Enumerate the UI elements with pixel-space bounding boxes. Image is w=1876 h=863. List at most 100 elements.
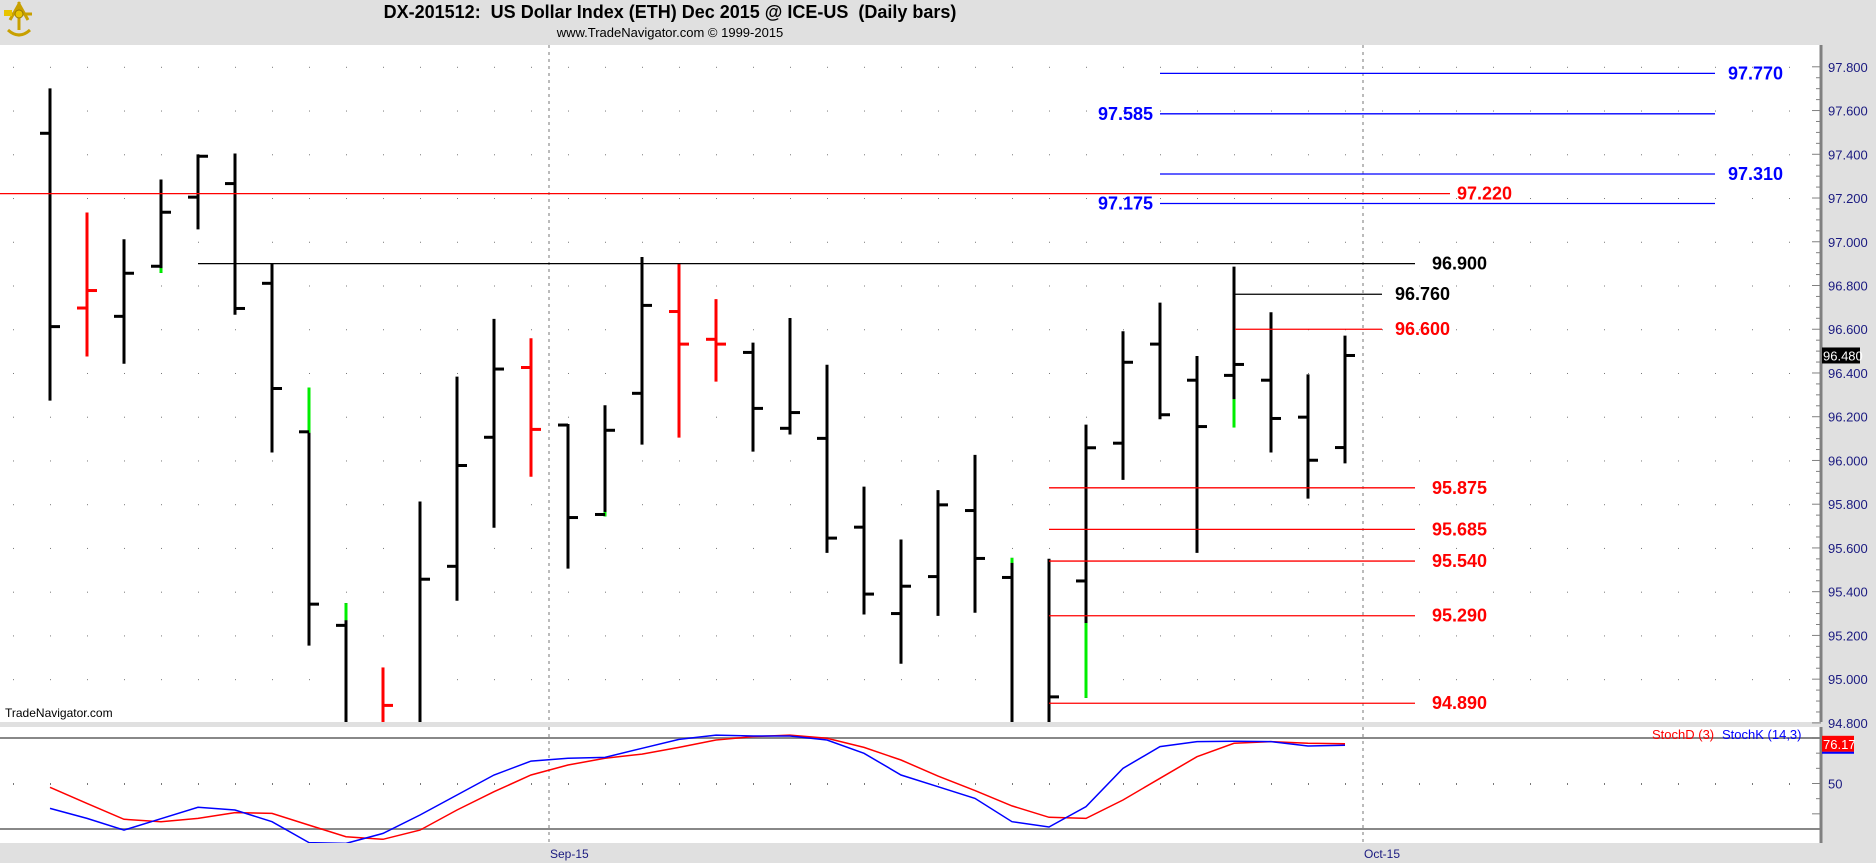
grid-dot <box>1752 198 1753 200</box>
grid-dot <box>198 591 199 593</box>
grid-dot <box>1530 110 1531 112</box>
grid-dot <box>1160 285 1161 287</box>
grid-dot <box>1456 783 1457 784</box>
grid-dot <box>346 154 347 156</box>
grid-dot <box>1530 504 1531 506</box>
grid-dot <box>1567 154 1568 156</box>
last-stoch-box <box>1822 735 1854 752</box>
grid-dot <box>1160 198 1161 200</box>
grid-dot <box>864 110 865 112</box>
grid-dot <box>420 784 421 785</box>
grid-dot <box>1197 198 1198 200</box>
grid-dot <box>1419 547 1420 549</box>
grid-dot <box>1567 504 1568 506</box>
grid-dot <box>1049 66 1050 68</box>
grid-dot <box>420 154 421 156</box>
grid-dot <box>198 416 199 418</box>
grid-dot <box>1604 285 1605 287</box>
ohlc-bar <box>336 603 348 722</box>
grid-dot <box>272 783 273 784</box>
grid-dot <box>87 635 88 637</box>
grid-dot <box>198 784 199 785</box>
ohlc-bar <box>780 317 800 435</box>
grid-dot <box>642 460 643 462</box>
grid-dot <box>642 547 643 549</box>
grid-dot <box>124 154 125 156</box>
grid-dot <box>1308 110 1309 112</box>
grid-dot <box>1456 460 1457 462</box>
grid-dot <box>346 783 347 784</box>
grid-dot <box>161 110 162 112</box>
grid-dot <box>420 416 421 418</box>
grid-dot <box>1049 329 1050 331</box>
grid-dot <box>1382 547 1383 549</box>
x-tick-label: Sep-15 <box>550 847 589 861</box>
grid-dot <box>642 679 643 681</box>
grid-dot <box>901 784 902 785</box>
grid-dot <box>272 66 273 68</box>
grid-dot <box>235 504 236 506</box>
grid-dot <box>975 154 976 156</box>
grid-dot <box>198 635 199 637</box>
grid-dot <box>864 460 865 462</box>
grid-dot <box>87 591 88 593</box>
grid-dot <box>309 783 310 784</box>
grid-dot <box>1123 154 1124 156</box>
y-tick-label: 95.600 <box>1828 541 1868 556</box>
grid-dot <box>1567 241 1568 243</box>
grid-dot <box>753 66 754 68</box>
grid-dot <box>938 154 939 156</box>
grid-dot <box>198 285 199 287</box>
grid-dot <box>198 460 199 462</box>
grid-dot <box>1308 504 1309 506</box>
grid-dot <box>901 460 902 462</box>
grid-dot <box>1123 679 1124 681</box>
grid-dot <box>1382 285 1383 287</box>
grid-dot <box>1530 679 1531 681</box>
grid-dot <box>975 329 976 331</box>
grid-dot <box>864 679 865 681</box>
ohlc-bar <box>1261 312 1281 453</box>
grid-dot <box>1752 591 1753 593</box>
level-label: 96.760 <box>1395 284 1450 304</box>
grid-dot <box>1086 416 1087 418</box>
grid-dot <box>975 416 976 418</box>
grid-dot <box>235 679 236 681</box>
grid-dot <box>1271 66 1272 68</box>
grid-dot <box>198 66 199 68</box>
grid-dot <box>1678 784 1679 785</box>
grid-dot <box>938 416 939 418</box>
y-tick-label: 95.400 <box>1828 585 1868 600</box>
grid-dot <box>1752 285 1753 287</box>
grid-dot <box>1493 547 1494 549</box>
grid-dot <box>1678 241 1679 243</box>
grid-dot <box>1012 285 1013 287</box>
grid-dot <box>827 66 828 68</box>
grid-dot <box>457 679 458 681</box>
grid-dot <box>1604 329 1605 331</box>
grid-dot <box>864 66 865 68</box>
grid-dot <box>1604 679 1605 681</box>
grid-dot <box>1567 285 1568 287</box>
grid-dot <box>1604 241 1605 243</box>
grid-dot <box>494 784 495 785</box>
grid-dot <box>346 460 347 462</box>
grid-dot <box>1789 110 1790 112</box>
grid-dot <box>1419 460 1420 462</box>
grid-dot <box>1049 460 1050 462</box>
grid-dot <box>975 372 976 374</box>
grid-dot <box>605 66 606 68</box>
grid-dot <box>1308 241 1309 243</box>
grid-dot <box>1086 110 1087 112</box>
ohlc-bar <box>817 364 837 553</box>
grid-dot <box>1086 241 1087 243</box>
grid-dot <box>13 372 14 374</box>
grid-dot <box>457 110 458 112</box>
ohlc-bar <box>1113 331 1133 480</box>
grid-dot <box>420 241 421 243</box>
grid-dot <box>13 241 14 243</box>
ohlc-bar <box>299 387 319 646</box>
grid-dot <box>1641 198 1642 200</box>
grid-dot <box>1789 285 1790 287</box>
grid-dot <box>1752 547 1753 549</box>
